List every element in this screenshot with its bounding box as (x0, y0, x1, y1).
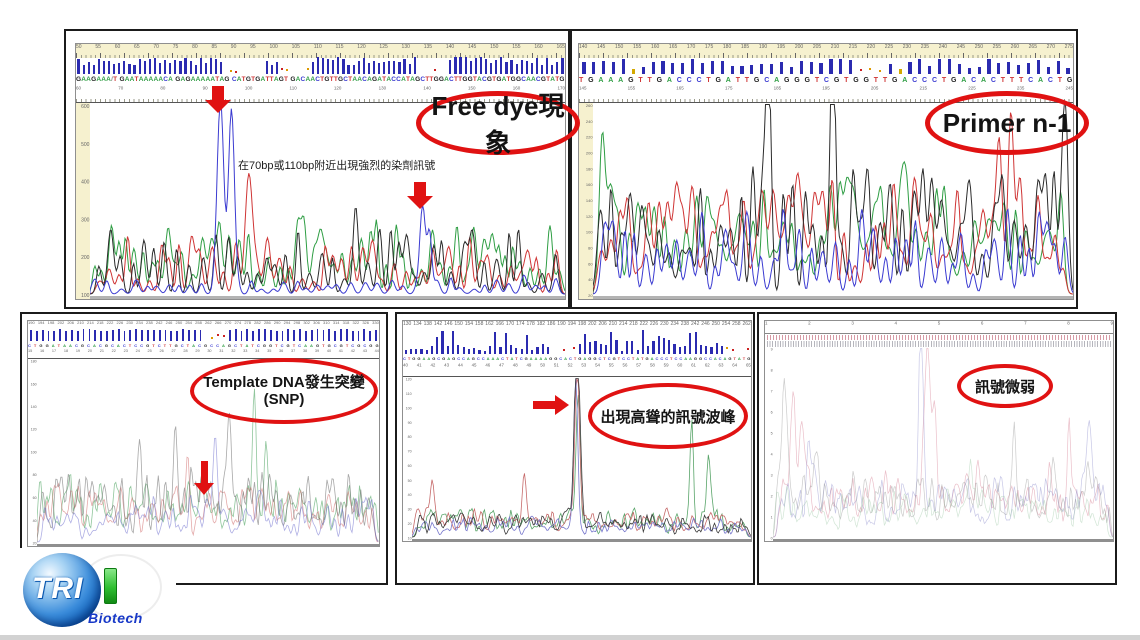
y-axis: 120 110 100 90 80 70 60 50 40 30 20 10 (405, 377, 412, 541)
chromatogram-primer-n1: 140 145 150 155 160 165 170 175 180 185 190 195 200 2… (578, 43, 1074, 300)
right-arrow-icon (533, 395, 569, 415)
trace-svg (90, 104, 565, 295)
trace-svg (37, 388, 379, 543)
bp-ruler: 50 55 60 65 70 75 80 85 90 95 100 105 110 115 120 125 13… (76, 44, 565, 58)
down-arrow-icon (205, 86, 231, 113)
logo-text: TRI (32, 572, 84, 605)
ellipse-snp-line1: Template DNA發生突變 (203, 373, 365, 391)
ellipse-spike: 出現高聳的訊號波峰 (588, 383, 748, 449)
ellipse-free-dye: Free dye現象 (416, 91, 580, 158)
quality-bars (579, 58, 1073, 75)
logo-green-bar-icon (104, 568, 117, 604)
trace-svg (773, 348, 1113, 538)
trace-svg (412, 378, 751, 538)
faint-text-row (767, 341, 1111, 347)
chromatogram-snp: 190 194 198 202 206 210 214 218 222 226 230 234 238 2… (27, 320, 380, 547)
ellipse-snp: Template DNA發生突變 (SNP) (190, 358, 378, 424)
position-ticks: 40 41 42 43 44 45 46 47 48 49 50 51 52 53 54 55 56 57 58 59… (403, 363, 751, 377)
logo-subtext: Biotech (88, 610, 143, 626)
position-ticks: 15 16 17 18 19 20 21 22 23 24 25 26 27 28 29 30 31 32 33 34… (28, 349, 379, 359)
company-logo: TRI Biotech (18, 548, 176, 632)
panel-spike-box: 130 134 138 142 146 150 154 158 162 166 170 174 178 1… (395, 312, 755, 585)
quality-bars (403, 330, 751, 355)
ellipse-primer-n1: Primer n-1 (925, 91, 1089, 155)
chromatogram-free-dye: 50 55 60 65 70 75 80 85 90 95 100 105 110 115 120 125 13… (75, 43, 566, 300)
trace-svg (593, 104, 1073, 295)
ellipse-primer-n1-label: Primer n-1 (942, 107, 1072, 138)
down-arrow-icon (194, 461, 214, 495)
y-axis: 260 240 220 200 180 160 140 120 100 80 60 40 20 (579, 103, 593, 299)
ellipse-weak-signal-label: 訊號微弱 (974, 378, 1035, 396)
down-arrow-icon (407, 182, 433, 209)
position-ticks: 145 155 165 175 185 195 205 215 225 235 245 (579, 86, 1073, 103)
trace-plot (773, 347, 1113, 541)
quality-bars (28, 328, 379, 342)
bp-ruler: 130 134 138 142 146 150 154 158 162 166 170 174 178 1… (403, 320, 751, 326)
ellipse-free-dye-label: Free dye現象 (431, 91, 565, 158)
ellipse-snp-line2: (SNP) (263, 391, 305, 408)
panel-free-dye-box: 50 55 60 65 70 75 80 85 90 95 100 105 110 115 120 125 13… (64, 29, 570, 309)
slide-bottom-strip (0, 635, 1140, 640)
quality-bars (76, 57, 565, 75)
panel-primer-n1-box: 140 145 150 155 160 165 170 175 180 185 190 195 200 2… (570, 29, 1078, 309)
logo-globe-icon (23, 553, 101, 627)
faint-text-row (767, 335, 1111, 340)
ellipse-weak-signal: 訊號微弱 (957, 364, 1053, 408)
y-axis: 600 500 400 300 200 100 (76, 103, 90, 299)
y-axis: 180 160 140 120 100 80 60 40 20 (30, 359, 37, 546)
bp-ruler: 140 145 150 155 160 165 170 175 180 185 190 195 200 2… (579, 44, 1073, 58)
free-dye-note: 在70bp或110bp附近出現強烈的染劑訊號 (238, 160, 436, 172)
ellipse-spike-label: 出現高聳的訊號波峰 (600, 408, 736, 426)
panel-snp-box: 190 194 198 202 206 210 214 218 222 226 230 234 238 2… (20, 312, 388, 585)
bp-ruler: 190 194 198 202 206 210 214 218 222 226 230 234 238 2… (28, 320, 379, 325)
